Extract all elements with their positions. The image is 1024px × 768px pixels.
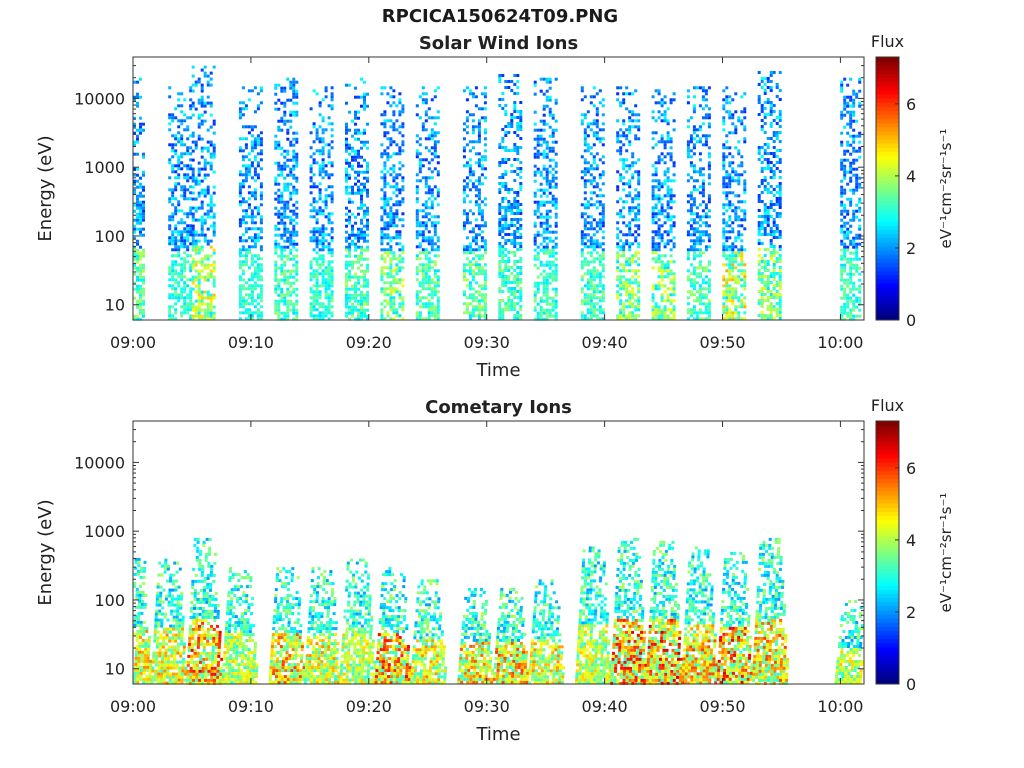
burst-0903: [150, 558, 188, 685]
colorbar-tick-label: 6: [906, 459, 916, 478]
burst-0909: [221, 567, 259, 685]
x-tick-label: 09:10: [228, 333, 274, 352]
x-tick-label: 09:50: [699, 333, 745, 352]
y-axis-label: Energy (eV): [35, 499, 56, 605]
burst-0951: [716, 551, 754, 684]
burst-0954: [752, 537, 790, 685]
burst-0939: [580, 86, 605, 321]
burst-0925: [410, 579, 448, 685]
colorbar-tick-label: 0: [906, 675, 916, 694]
x-tick-label: 10:00: [817, 333, 863, 352]
x-axis-label: Time: [475, 360, 520, 381]
burst-0925: [415, 86, 440, 321]
colorbar-tick-label: 4: [906, 167, 916, 186]
x-tick-label: 09:20: [346, 333, 392, 352]
burst-0948: [686, 86, 711, 321]
heatmap-cells: [133, 65, 862, 321]
x-tick-label: 09:40: [582, 333, 628, 352]
burst-0916: [309, 86, 334, 321]
y-axis: 10 100 1000 10000 Energy (eV): [35, 420, 864, 679]
burst-0906: [191, 65, 216, 321]
burst-0906: [185, 537, 224, 685]
y-tick-label: 10: [105, 660, 125, 679]
figure-title: RPCICA150624T09.PNG: [381, 6, 619, 27]
x-tick-label: 10:00: [817, 697, 863, 716]
colorbar-frame: [875, 56, 900, 321]
x-tick-label: 09:50: [699, 697, 745, 716]
burst-0913: [274, 77, 299, 321]
burst-0916: [303, 567, 341, 685]
colorbar-frame: [875, 420, 900, 685]
y-tick-label: 1000: [84, 522, 125, 541]
burst-0922: [374, 567, 412, 685]
colorbar-tick-label: 6: [906, 95, 916, 114]
colorbar-title: Flux: [871, 32, 904, 51]
burst-0910: [238, 86, 263, 321]
burst-0939: [575, 546, 613, 685]
colorbar-tick-label: 2: [906, 603, 916, 622]
burst-0900: [133, 557, 153, 684]
burst-0932: [498, 74, 523, 320]
burst-0942: [610, 537, 648, 685]
panel-title: Cometary Ions: [425, 397, 572, 418]
burst-0948: [681, 546, 719, 685]
burst-0935: [527, 579, 565, 685]
y-tick-label: 10: [105, 296, 125, 315]
panel-title: Solar Wind Ions: [419, 33, 578, 54]
burst-0900: [133, 77, 145, 321]
y-axis: 10 100 1000 10000 Energy (eV): [35, 56, 864, 315]
y-tick-label: 10000: [74, 453, 125, 472]
burst-0913: [268, 567, 306, 685]
chart-panel-1: Solar Wind Ions 09:00 09:10 09:20 09:30 09:40…: [35, 32, 955, 381]
burst-0919: [345, 77, 369, 321]
burst-1001: [834, 600, 864, 684]
y-tick-label: 10000: [74, 89, 125, 108]
burst-0951: [722, 86, 747, 321]
burst-0954: [757, 71, 782, 320]
x-axis: 09:00 09:10 09:20 09:30 09:40 09:50 10:00 Time: [110, 421, 863, 745]
colorbar-label: eV⁻¹cm⁻²sr⁻¹s⁻¹: [937, 493, 955, 613]
y-axis-label: Energy (eV): [35, 135, 56, 241]
x-axis: 09:00 09:10 09:20 09:30 09:40 09:50 10:00 Time: [110, 57, 863, 381]
burst-0942: [616, 86, 641, 321]
y-tick-label: 100: [94, 227, 125, 246]
colorbar-label: eV⁻¹cm⁻²sr⁻¹s⁻¹: [937, 129, 955, 249]
x-tick-label: 09:00: [110, 697, 156, 716]
y-tick-label: 100: [94, 591, 125, 610]
burst-1001: [840, 77, 862, 321]
burst-0904: [168, 86, 193, 321]
colorbar-title: Flux: [871, 396, 904, 415]
heatmap-cells: [133, 537, 864, 685]
burst-0929: [457, 587, 495, 684]
x-tick-label: 09:30: [464, 697, 510, 716]
burst-0945: [651, 89, 676, 321]
colorbar-tick-label: 0: [906, 311, 916, 330]
colorbar-tick-label: 4: [906, 531, 916, 550]
x-tick-label: 09:10: [228, 697, 274, 716]
burst-0919: [339, 558, 377, 685]
colorbar: 0 2 4 6 Flux eV⁻¹cm⁻²sr⁻¹s⁻¹: [871, 396, 955, 694]
burst-0935: [533, 77, 558, 321]
burst-0945: [645, 540, 683, 685]
burst-0932: [492, 587, 530, 684]
y-tick-label: 1000: [84, 158, 125, 177]
x-axis-label: Time: [475, 724, 520, 745]
x-tick-label: 09:20: [346, 697, 392, 716]
colorbar-tick-label: 2: [906, 239, 916, 258]
x-tick-label: 09:30: [464, 333, 510, 352]
burst-0929: [462, 86, 487, 321]
x-tick-label: 09:40: [582, 697, 628, 716]
x-tick-label: 09:00: [110, 333, 156, 352]
colorbar: 0 2 4 6 Flux eV⁻¹cm⁻²sr⁻¹s⁻¹: [871, 32, 955, 330]
plot-frame: [132, 56, 865, 321]
burst-0922: [380, 86, 405, 321]
plot-frame: [132, 420, 865, 685]
